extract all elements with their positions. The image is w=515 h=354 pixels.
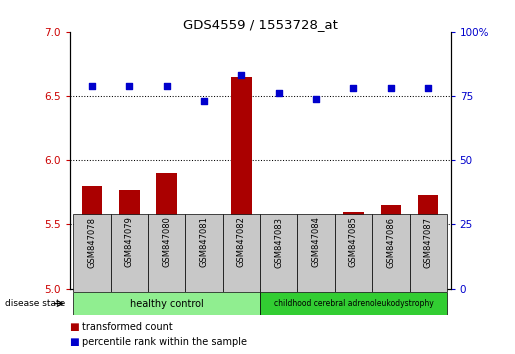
Bar bbox=[343, 212, 364, 289]
Bar bbox=[260, 214, 298, 292]
Bar bbox=[372, 214, 409, 292]
Point bbox=[349, 85, 357, 91]
Bar bbox=[111, 214, 148, 292]
Text: GSM847081: GSM847081 bbox=[199, 217, 209, 267]
Bar bbox=[73, 214, 111, 292]
Bar bbox=[306, 244, 327, 289]
Point bbox=[88, 83, 96, 88]
Bar bbox=[194, 287, 214, 289]
Bar bbox=[157, 173, 177, 289]
Text: GSM847082: GSM847082 bbox=[237, 217, 246, 267]
Bar bbox=[185, 214, 222, 292]
Title: GDS4559 / 1553728_at: GDS4559 / 1553728_at bbox=[183, 18, 337, 31]
Text: GSM847087: GSM847087 bbox=[424, 217, 433, 268]
Text: ■: ■ bbox=[70, 322, 79, 332]
Text: GSM847084: GSM847084 bbox=[312, 217, 321, 267]
Point bbox=[125, 83, 133, 88]
Text: GSM847080: GSM847080 bbox=[162, 217, 171, 267]
Point bbox=[274, 91, 283, 96]
Bar bbox=[222, 214, 260, 292]
Text: GSM847079: GSM847079 bbox=[125, 217, 134, 267]
Bar bbox=[335, 214, 372, 292]
Bar bbox=[298, 214, 335, 292]
Text: GSM847086: GSM847086 bbox=[386, 217, 396, 268]
Bar bbox=[418, 195, 438, 289]
Point bbox=[200, 98, 208, 104]
Text: healthy control: healthy control bbox=[130, 298, 203, 309]
Bar bbox=[231, 77, 252, 289]
Point bbox=[163, 83, 171, 88]
Point bbox=[424, 85, 432, 91]
Point bbox=[312, 96, 320, 101]
Bar bbox=[260, 292, 447, 315]
Text: GSM847083: GSM847083 bbox=[274, 217, 283, 268]
Point bbox=[387, 85, 395, 91]
Bar bbox=[119, 190, 140, 289]
Bar bbox=[381, 205, 401, 289]
Text: ■: ■ bbox=[70, 337, 79, 347]
Text: GSM847078: GSM847078 bbox=[88, 217, 96, 268]
Bar bbox=[268, 215, 289, 289]
Text: percentile rank within the sample: percentile rank within the sample bbox=[82, 337, 247, 347]
Bar bbox=[409, 214, 447, 292]
Text: disease state: disease state bbox=[5, 299, 65, 308]
Bar bbox=[148, 214, 185, 292]
Point bbox=[237, 73, 246, 78]
Text: transformed count: transformed count bbox=[82, 322, 173, 332]
Text: childhood cerebral adrenoleukodystrophy: childhood cerebral adrenoleukodystrophy bbox=[273, 299, 433, 308]
Bar bbox=[73, 292, 260, 315]
Text: GSM847085: GSM847085 bbox=[349, 217, 358, 267]
Bar bbox=[82, 186, 102, 289]
